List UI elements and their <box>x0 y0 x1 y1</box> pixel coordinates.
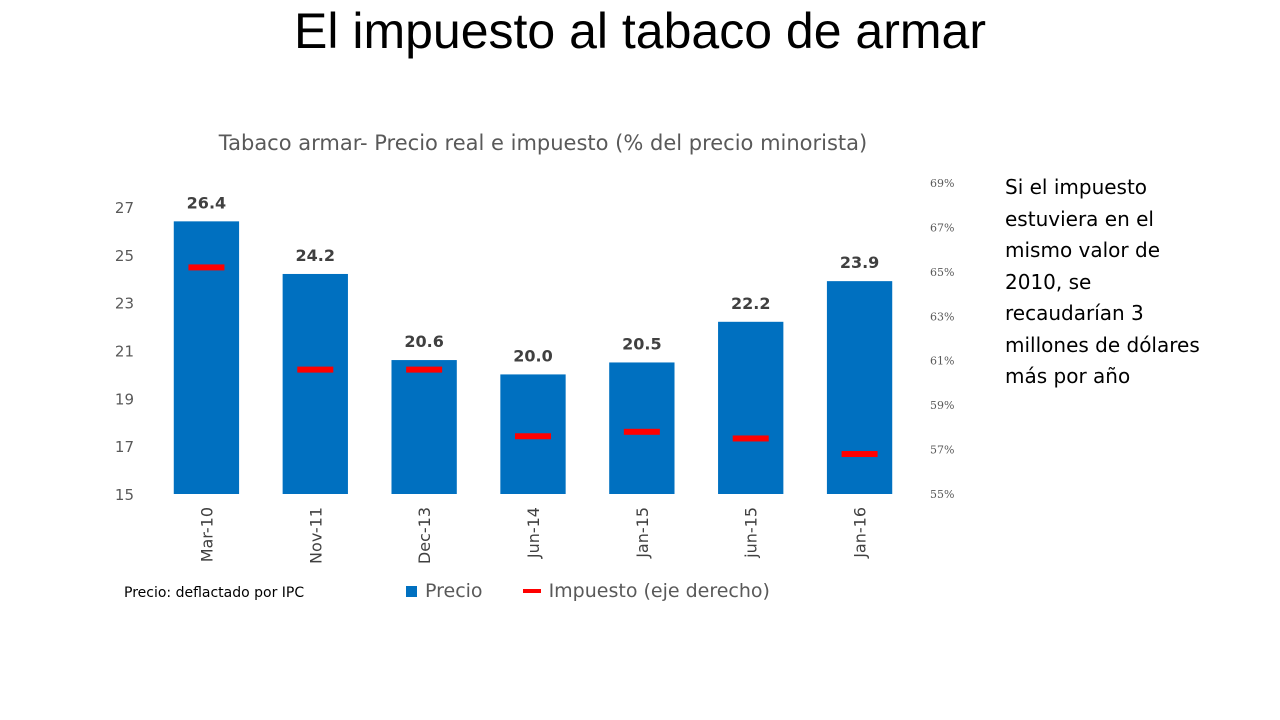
data-label-precio: 22.2 <box>731 294 770 313</box>
y-tick-label: 25 <box>115 247 134 265</box>
y-tick-label: 21 <box>115 343 134 361</box>
side-note-line: estuviera en el <box>1005 206 1154 231</box>
x-tick-label: Jan-16 <box>851 507 870 559</box>
x-tick-label: Jun-14 <box>524 507 543 559</box>
y-tick-label: 23 <box>115 295 134 313</box>
x-tick-label: Mar-10 <box>197 507 216 562</box>
bar-precio <box>282 273 348 494</box>
marker-impuesto <box>297 366 334 373</box>
side-note: Si el impuesto estuviera en el mismo valor… <box>1005 172 1245 393</box>
data-label-precio: 20.5 <box>622 334 661 353</box>
data-label-precio: 20.6 <box>404 332 443 351</box>
chart-footnote: Precio: deflactado por IPC <box>124 585 305 601</box>
y2-tick-label: 57% <box>930 444 954 457</box>
side-note-line: 2010, se <box>1005 269 1092 294</box>
marker-impuesto <box>732 435 769 442</box>
legend-label-impuesto: Impuesto (eje derecho) <box>548 580 770 602</box>
bar-precio <box>391 360 457 494</box>
side-note-line: mismo valor de <box>1005 238 1160 262</box>
chart-legend: Precio Impuesto (eje derecho) <box>406 580 770 602</box>
bar-precio <box>718 321 784 494</box>
side-note-line: más por año <box>1005 364 1131 388</box>
slide-title: El impuesto al tabaco de armar <box>293 3 987 59</box>
side-note-line: recaudarían 3 <box>1005 301 1144 325</box>
data-label-precio: 20.0 <box>513 346 552 365</box>
side-note-line: millones de dólares <box>1005 332 1200 357</box>
y2-tick-label: 55% <box>930 488 954 501</box>
x-tick-label: jun-15 <box>742 507 761 559</box>
y2-tick-label: 69% <box>930 177 954 190</box>
data-label-precio: 23.9 <box>840 253 879 272</box>
bar-precio <box>609 362 675 494</box>
chart-title: Tabaco armar- Precio real e impuesto (% … <box>218 131 867 155</box>
x-tick-label: Dec-13 <box>415 507 434 564</box>
y-tick-label: 17 <box>115 438 134 456</box>
x-tick-label: Nov-11 <box>306 507 325 564</box>
y2-tick-label: 63% <box>930 310 954 323</box>
legend-label-precio: Precio <box>425 580 483 602</box>
legend-swatch-impuesto <box>522 589 541 593</box>
legend-swatch-precio <box>406 585 417 597</box>
marker-impuesto <box>623 428 660 435</box>
marker-impuesto <box>841 451 878 458</box>
y2-tick-label: 61% <box>930 355 954 368</box>
marker-impuesto <box>406 366 443 373</box>
y-tick-label: 15 <box>115 486 134 504</box>
bar-precio <box>826 281 893 494</box>
data-label-precio: 24.2 <box>296 246 335 265</box>
y-tick-label: 19 <box>115 390 134 408</box>
y2-tick-label: 59% <box>930 399 954 412</box>
y-tick-label: 27 <box>115 199 134 217</box>
data-label-precio: 26.4 <box>187 193 226 212</box>
y2-tick-label: 65% <box>930 266 954 279</box>
bar-precio <box>173 221 240 494</box>
marker-impuesto <box>188 264 225 271</box>
x-tick-label: Jan-15 <box>633 507 652 559</box>
y2-tick-label: 67% <box>930 221 954 234</box>
marker-impuesto <box>515 433 551 440</box>
side-note-line: Si el impuesto <box>1005 175 1148 199</box>
